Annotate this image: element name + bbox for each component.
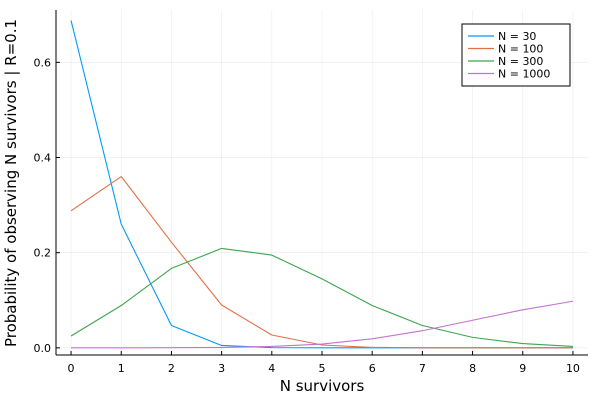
series bbox=[70, 20, 574, 349]
x-axis-title: N survivors bbox=[280, 377, 365, 395]
x-tick-label: 5 bbox=[319, 362, 326, 375]
x-tick-label: 8 bbox=[469, 362, 476, 375]
series-line-1 bbox=[70, 176, 573, 349]
x-tick-label: 3 bbox=[218, 362, 225, 375]
x-tick-label: 4 bbox=[268, 362, 275, 375]
y-tick-label: 0.0 bbox=[34, 342, 52, 355]
legend-label-2: N = 300 bbox=[498, 55, 543, 68]
legend-label-3: N = 1000 bbox=[498, 68, 550, 81]
x-tick-label: 7 bbox=[419, 362, 426, 375]
x-tick-label: 10 bbox=[566, 362, 580, 375]
y-tick-label: 0.6 bbox=[34, 56, 52, 69]
x-tick-label: 0 bbox=[68, 362, 75, 375]
x-tick-label: 1 bbox=[118, 362, 125, 375]
y-tick-label: 0.2 bbox=[34, 247, 52, 260]
x-tick-label: 6 bbox=[369, 362, 376, 375]
y-tick-label: 0.4 bbox=[34, 152, 52, 165]
legend-label-1: N = 100 bbox=[498, 43, 543, 56]
series-line-3 bbox=[71, 300, 574, 349]
x-tick-label: 9 bbox=[519, 362, 526, 375]
legend-box bbox=[461, 23, 571, 87]
y-axis-title: Probability of observing N survivors | R… bbox=[2, 19, 20, 347]
series-line-2 bbox=[70, 247, 573, 347]
legend-label-0: N = 30 bbox=[498, 30, 536, 43]
x-tick-label: 2 bbox=[168, 362, 175, 375]
ticks: 0 1 2 3 4 5 6 7 8 9 10 0.0 0.2 0.4 0.6 bbox=[34, 56, 580, 375]
